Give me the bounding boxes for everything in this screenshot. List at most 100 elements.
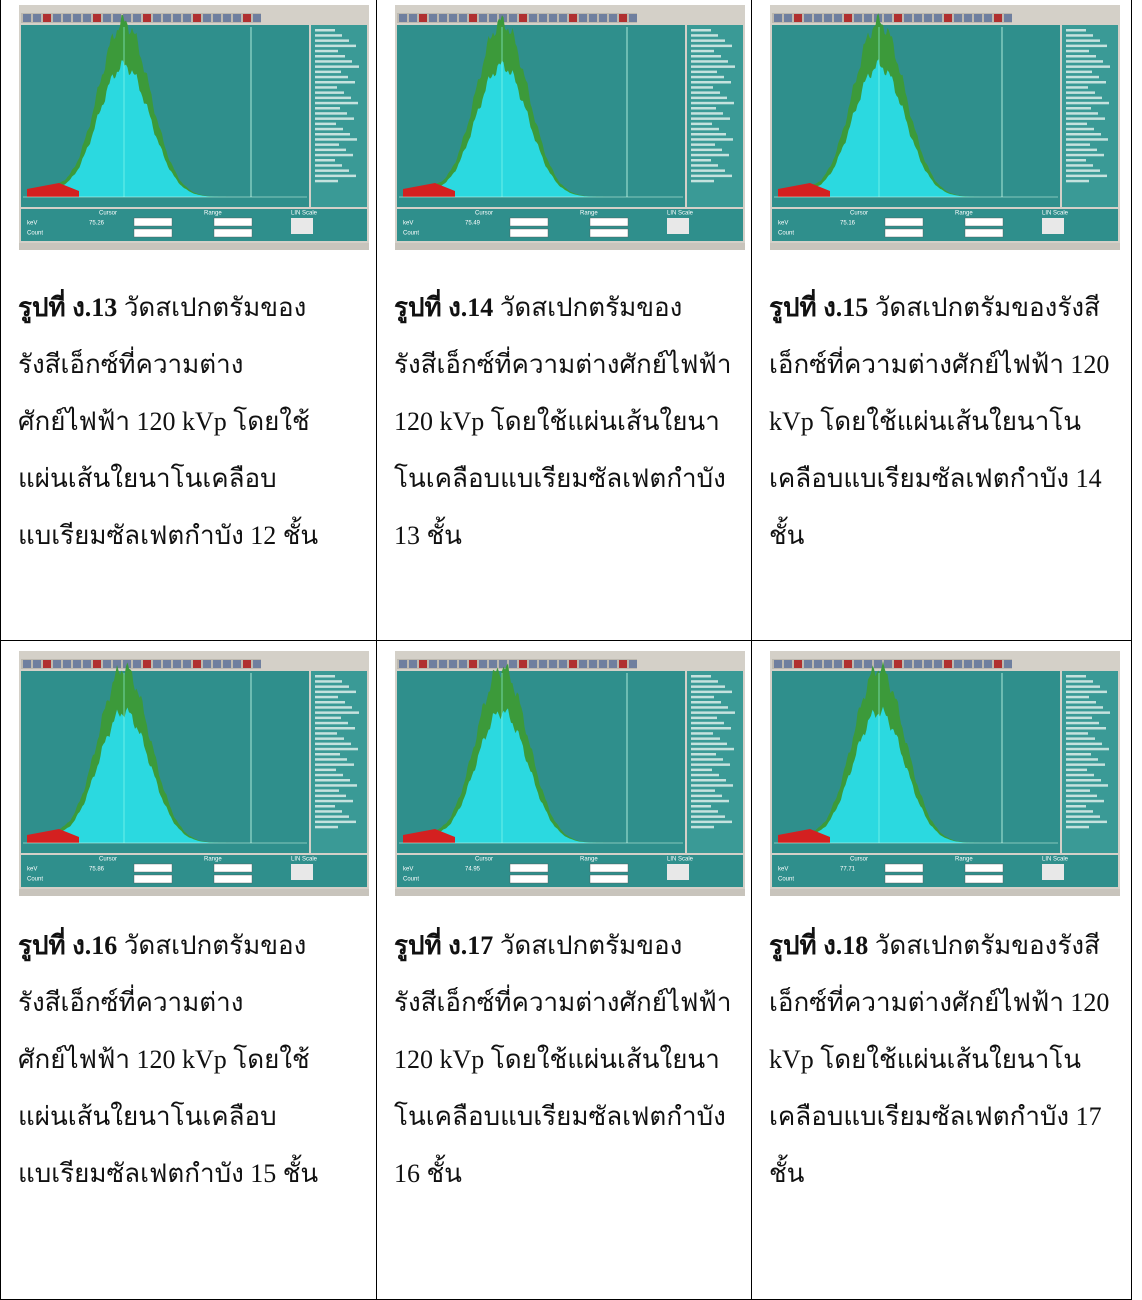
info-line bbox=[1066, 149, 1097, 152]
info-line bbox=[315, 180, 338, 183]
toolbar-button bbox=[243, 660, 251, 668]
info-line bbox=[315, 800, 353, 803]
toolbar-button bbox=[93, 660, 101, 668]
status-bar bbox=[395, 243, 745, 250]
count-label: Count bbox=[403, 877, 419, 883]
toolbar-button bbox=[43, 14, 51, 22]
toolbar-button bbox=[399, 660, 407, 668]
caption-text: 120 kVp โดยใช้แผ่นเส้นใยนา bbox=[394, 407, 720, 436]
info-line bbox=[315, 138, 357, 141]
info-line bbox=[1066, 169, 1100, 172]
toolbar-button bbox=[914, 660, 922, 668]
toolbar-button bbox=[193, 14, 201, 22]
toolbar-button bbox=[53, 14, 61, 22]
info-line bbox=[315, 805, 335, 808]
caption-line: 120 kVp โดยใช้แผ่นเส้นใยนา bbox=[394, 1031, 731, 1088]
scale-buttons bbox=[291, 864, 313, 880]
info-line bbox=[315, 821, 356, 824]
toolbar-button bbox=[113, 14, 121, 22]
toolbar-button bbox=[904, 660, 912, 668]
toolbar-button bbox=[559, 14, 567, 22]
info-line bbox=[1066, 805, 1086, 808]
caption-text: เคลือบแบเรียมซัลเฟตกำบัง 17 bbox=[769, 1102, 1102, 1131]
info-line bbox=[691, 86, 713, 89]
status-bar bbox=[770, 889, 1120, 896]
toolbar-button bbox=[529, 14, 537, 22]
info-line bbox=[1066, 159, 1086, 162]
info-line bbox=[691, 685, 725, 688]
info-line bbox=[1066, 711, 1110, 714]
caption: รูปที่ ง.13 วัดสเปกตรัมของรังสีเอ็กซ์ที่… bbox=[18, 279, 318, 564]
spectrum-screenshot: CursorRangeLIN ScalekeVCount75.49 bbox=[395, 5, 745, 250]
info-line bbox=[315, 795, 346, 798]
info-line bbox=[1066, 39, 1100, 42]
caption-line: รังสีเอ็กซ์ที่ความต่างศักย์ไฟฟ้า bbox=[394, 336, 731, 393]
toolbar-button bbox=[143, 14, 151, 22]
toolbar-button bbox=[824, 14, 832, 22]
toolbar-button bbox=[459, 660, 467, 668]
cursor-label: Cursor bbox=[99, 211, 117, 217]
toolbar-button bbox=[409, 14, 417, 22]
info-line bbox=[691, 737, 720, 740]
scale-label: LIN Scale bbox=[291, 857, 318, 863]
info-line bbox=[691, 34, 718, 37]
toolbar-button bbox=[223, 14, 231, 22]
caption-text: kVp โดยใช้แผ่นเส้นใยนาโน bbox=[769, 407, 1081, 436]
info-line bbox=[315, 758, 347, 761]
kev-label: keV bbox=[27, 221, 37, 227]
caption-line: แบเรียมซัลเฟตกำบัง 15 ชั้น bbox=[18, 1145, 318, 1202]
caption-line: แบเรียมซัลเฟตกำบัง 12 ชั้น bbox=[18, 507, 318, 564]
toolbar-button bbox=[864, 660, 872, 668]
range-label: Range bbox=[955, 211, 973, 217]
caption-line: รูปที่ ง.13 วัดสเปกตรัมของ bbox=[18, 279, 318, 336]
toolbar-button bbox=[429, 14, 437, 22]
info-line bbox=[1066, 154, 1104, 157]
info-line bbox=[315, 91, 344, 94]
toolbar-button bbox=[834, 660, 842, 668]
info-line bbox=[1066, 164, 1093, 167]
toolbar-button bbox=[439, 14, 447, 22]
info-line bbox=[315, 737, 344, 740]
toolbar-button bbox=[619, 660, 627, 668]
input-box bbox=[510, 218, 548, 226]
caption-line: ศักย์ไฟฟ้า 120 kVp โดยใช้ bbox=[18, 393, 318, 450]
info-line bbox=[315, 722, 348, 725]
info-line bbox=[691, 784, 733, 787]
toolbar-button bbox=[509, 660, 517, 668]
caption-label: รูปที่ ง.13 bbox=[18, 293, 117, 322]
toolbar-button bbox=[163, 660, 171, 668]
caption-label: รูปที่ ง.18 bbox=[769, 931, 868, 960]
count-label: Count bbox=[27, 877, 43, 883]
info-line bbox=[315, 779, 350, 782]
toolbar-button bbox=[243, 14, 251, 22]
info-line bbox=[315, 696, 338, 699]
info-line bbox=[315, 159, 335, 162]
info-line bbox=[691, 138, 733, 141]
caption-line: 13 ชั้น bbox=[394, 507, 731, 564]
toolbar-button bbox=[133, 14, 141, 22]
info-line bbox=[315, 34, 342, 37]
caption-text: แบเรียมซัลเฟตกำบัง 15 ชั้น bbox=[18, 1159, 318, 1188]
range-label: Range bbox=[580, 211, 598, 217]
info-line bbox=[691, 680, 718, 683]
cursor-label: Cursor bbox=[850, 211, 868, 217]
info-line bbox=[1066, 691, 1107, 694]
toolbar-button bbox=[1004, 660, 1012, 668]
info-line bbox=[1066, 701, 1096, 704]
info-line bbox=[691, 748, 734, 751]
input-box bbox=[885, 218, 923, 226]
info-line bbox=[1066, 112, 1098, 115]
scale-label: LIN Scale bbox=[291, 211, 318, 217]
toolbar-button bbox=[844, 660, 852, 668]
info-line bbox=[691, 696, 714, 699]
toolbar-button bbox=[834, 14, 842, 22]
toolbar-button bbox=[994, 14, 1002, 22]
caption-text: ศักย์ไฟฟ้า 120 kVp โดยใช้ bbox=[18, 407, 310, 436]
info-line bbox=[691, 97, 727, 100]
info-line bbox=[315, 769, 336, 772]
info-line bbox=[691, 117, 730, 120]
cursor-value: 77.71 bbox=[840, 867, 856, 873]
info-line bbox=[691, 800, 729, 803]
info-line bbox=[691, 55, 721, 58]
